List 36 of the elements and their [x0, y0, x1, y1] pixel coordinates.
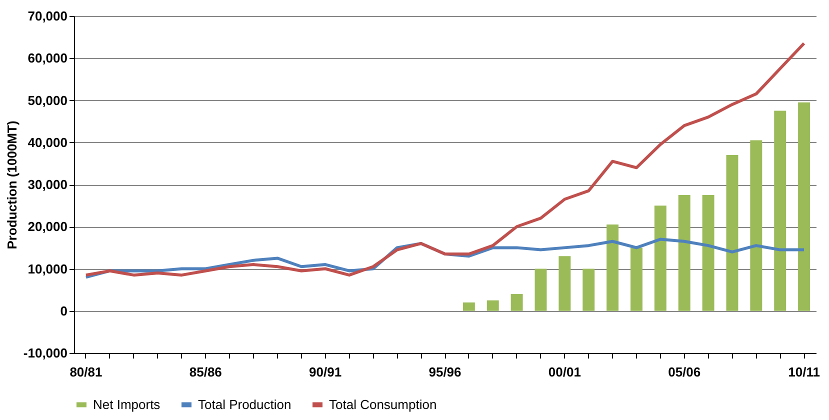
bar: [726, 155, 738, 311]
x-tick-label: 05/06: [668, 364, 701, 380]
bar: [462, 302, 475, 311]
y-tick-label: 40,000: [28, 134, 68, 150]
y-tick-label: 30,000: [28, 177, 68, 192]
bar: [678, 195, 690, 311]
y-axis-title: Production (1000MT): [4, 120, 20, 250]
bar: [654, 206, 666, 311]
bar: [558, 256, 571, 311]
x-tick-label: 90/91: [309, 364, 342, 380]
y-tick-label: 10,000: [28, 261, 68, 276]
y-tick-label: -10,000: [23, 346, 68, 360]
bar: [486, 300, 499, 311]
x-tick-label: 10/11: [788, 364, 820, 380]
bar: [582, 268, 595, 311]
legend-label: Total Consumption: [329, 396, 437, 412]
bar: [774, 110, 786, 311]
bar: [606, 224, 619, 311]
legend-label: Total Production: [198, 396, 292, 412]
y-tick-label: 0: [60, 303, 68, 318]
y-tick-label: 20,000: [28, 219, 68, 234]
bar: [630, 248, 642, 311]
bar: [798, 102, 810, 311]
bar: [510, 294, 523, 311]
x-tick-label: 85/86: [189, 364, 222, 380]
legend-label: Net Imports: [93, 396, 161, 412]
x-tick-label: 95/96: [428, 364, 462, 380]
y-tick-label: 50,000: [28, 92, 68, 108]
bar: [534, 268, 547, 311]
x-tick-label: 00/01: [548, 364, 581, 380]
y-tick-label: 70,000: [28, 8, 68, 24]
y-tick-label: 60,000: [28, 50, 68, 66]
bar: [702, 195, 714, 311]
x-tick-label: 80/81: [70, 364, 102, 380]
bar: [750, 140, 762, 311]
line-series: [84, 42, 806, 277]
